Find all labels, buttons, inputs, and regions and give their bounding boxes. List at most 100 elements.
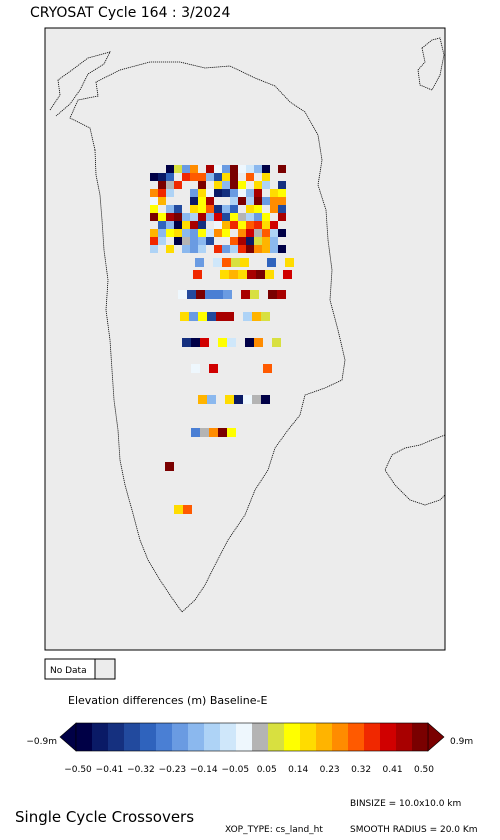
smooth-radius: SMOOTH RADIUS = 20.0 Km	[350, 825, 478, 835]
data-cell	[252, 312, 261, 321]
data-cell	[206, 205, 214, 213]
data-cell	[265, 270, 274, 279]
data-cell	[191, 364, 200, 373]
data-cell	[229, 270, 238, 279]
data-cell	[261, 312, 270, 321]
data-cell	[150, 197, 158, 205]
data-cell	[230, 245, 238, 253]
data-cell	[158, 181, 166, 189]
data-cell	[150, 213, 158, 221]
data-cell	[220, 270, 229, 279]
data-cell	[246, 173, 254, 181]
colorbar-swatch	[188, 723, 205, 751]
colorbar-low-end	[59, 722, 77, 752]
data-cell	[182, 338, 191, 347]
data-cell	[246, 165, 254, 173]
colorbar-max-label: 0.9m	[450, 737, 473, 747]
data-cell	[254, 165, 262, 173]
data-cell	[270, 197, 278, 205]
data-cell	[247, 270, 256, 279]
data-cell	[241, 290, 250, 299]
data-cell	[243, 312, 252, 321]
data-cell	[270, 205, 278, 213]
data-cell	[190, 221, 198, 229]
colorbar-title: Elevation differences (m) Baseline-E	[68, 694, 267, 707]
data-cell	[230, 189, 238, 197]
data-cell	[166, 245, 174, 253]
data-cell	[230, 213, 238, 221]
data-cell	[198, 181, 206, 189]
data-cell	[214, 189, 222, 197]
data-cell	[254, 338, 263, 347]
data-cell	[222, 258, 231, 267]
data-cell	[254, 237, 262, 245]
data-cell	[190, 229, 198, 237]
data-cell	[263, 364, 272, 373]
colorbar-swatch	[268, 723, 285, 751]
data-cell	[174, 165, 182, 173]
data-cell	[227, 338, 236, 347]
data-cell	[198, 205, 206, 213]
data-cell	[246, 197, 254, 205]
colorbar-tick-label: 0.23	[320, 765, 340, 775]
data-cell	[238, 189, 246, 197]
data-cell	[182, 221, 190, 229]
data-cell	[183, 505, 192, 514]
data-cell	[213, 258, 222, 267]
data-cell	[262, 165, 270, 173]
data-cell	[150, 173, 158, 181]
data-cell	[238, 245, 246, 253]
data-cell	[206, 237, 214, 245]
data-cell	[158, 221, 166, 229]
data-cell	[207, 395, 216, 404]
data-cell	[190, 213, 198, 221]
colorbar: −0.50 −0.41 −0.32 −0.23 −0.14 −0.05 0.05 0.14 0.…	[59, 722, 445, 775]
data-cell	[278, 205, 286, 213]
data-cell	[174, 205, 182, 213]
colorbar-tick-label: 0.50	[414, 765, 434, 775]
data-cell	[222, 229, 230, 237]
data-cell	[166, 181, 174, 189]
data-cell	[230, 197, 238, 205]
colorbar-swatch	[156, 723, 173, 751]
data-cell	[209, 364, 218, 373]
data-cell	[214, 245, 222, 253]
data-cell	[246, 229, 254, 237]
data-cell	[190, 173, 198, 181]
colorbar-tick-label: −0.23	[159, 765, 187, 775]
colorbar-swatch	[76, 723, 93, 751]
data-cell	[231, 258, 240, 267]
data-cell	[254, 221, 262, 229]
data-cell	[277, 290, 286, 299]
data-cell	[227, 428, 236, 437]
data-cell	[254, 229, 262, 237]
data-cell	[270, 221, 278, 229]
data-cell	[166, 229, 174, 237]
data-cell	[230, 221, 238, 229]
data-cell	[150, 229, 158, 237]
data-cell	[270, 237, 278, 245]
data-cell	[214, 229, 222, 237]
data-cell	[262, 173, 270, 181]
data-cell	[166, 213, 174, 221]
data-cell	[246, 237, 254, 245]
colorbar-swatch	[108, 723, 125, 751]
data-cell	[187, 290, 196, 299]
colorbar-swatch	[252, 723, 269, 751]
data-cell	[190, 165, 198, 173]
data-cell	[216, 312, 225, 321]
data-cell	[278, 213, 286, 221]
data-cell	[270, 229, 278, 237]
data-cell	[182, 229, 190, 237]
data-cell	[198, 312, 207, 321]
data-cell	[158, 189, 166, 197]
data-cell	[246, 245, 254, 253]
data-cell	[190, 205, 198, 213]
data-cell	[198, 229, 206, 237]
colorbar-swatch	[140, 723, 157, 751]
colorbar-tick-label: 0.14	[288, 765, 308, 775]
colorbar-swatch	[412, 723, 429, 751]
data-cell	[174, 505, 183, 514]
colorbar-min-label: −0.9m	[26, 737, 57, 747]
